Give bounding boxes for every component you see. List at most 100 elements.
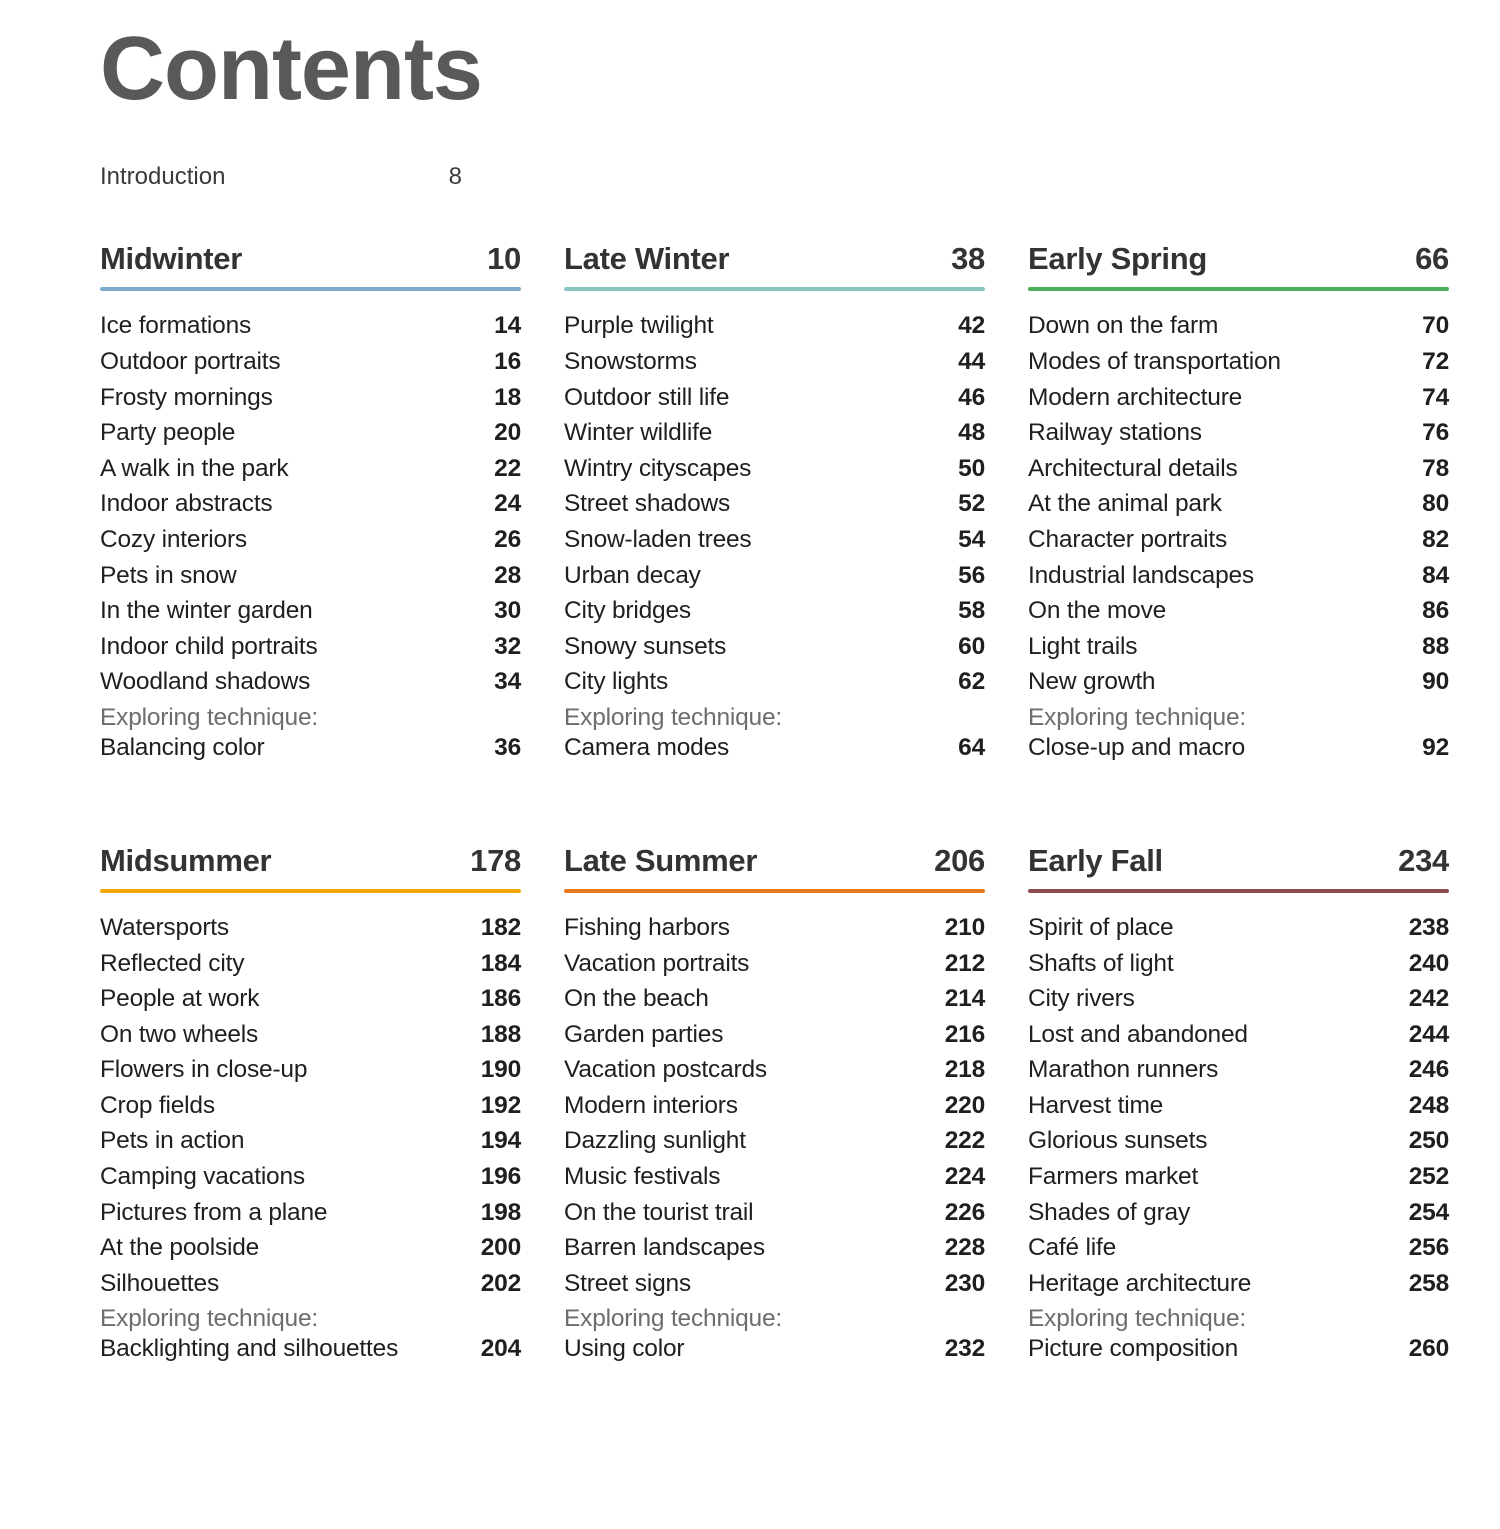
entry-label: Woodland shadows xyxy=(100,668,311,696)
entry-page-number: 222 xyxy=(944,1127,985,1155)
toc-entry-technique: Exploring technique: Balancing color 36 xyxy=(100,703,521,763)
entry-label: Heritage architecture xyxy=(1028,1269,1252,1297)
entry-page-number: 54 xyxy=(958,525,985,553)
entry-page-number: 82 xyxy=(1422,525,1449,553)
toc-entry: Reflected city 184 xyxy=(100,946,521,982)
entry-page-number: 74 xyxy=(1422,383,1449,411)
entry-label: Street signs xyxy=(564,1269,691,1297)
toc-entry: City lights 62 xyxy=(564,664,985,700)
toc-entry: Flowers in close-up 190 xyxy=(100,1052,521,1088)
entry-page-number: 220 xyxy=(944,1091,985,1119)
section-color-rule xyxy=(1028,287,1449,292)
entry-label: Silhouettes xyxy=(100,1269,220,1297)
entry-page-number: 20 xyxy=(494,419,521,447)
entry-page-number: 210 xyxy=(944,913,985,941)
technique-row: Camera modes 64 xyxy=(564,733,985,763)
toc-entry: Shafts of light 240 xyxy=(1028,946,1449,982)
entry-page-number: 62 xyxy=(958,668,985,696)
entry-page-number: 216 xyxy=(944,1020,985,1048)
entry-page-number: 184 xyxy=(480,949,521,977)
section-title: Midwinter xyxy=(100,241,242,277)
toc-entry: Street shadows 52 xyxy=(564,486,985,522)
toc-entry: Farmers market 252 xyxy=(1028,1159,1449,1195)
entry-label: Picture composition xyxy=(1028,1335,1238,1363)
section-page-number: 234 xyxy=(1398,842,1449,878)
toc-entry: Purple twilight 42 xyxy=(564,308,985,344)
toc-entry: Snow-laden trees 54 xyxy=(564,522,985,558)
entry-label: Down on the farm xyxy=(1028,312,1219,340)
section-entries: Spirit of place 238 Shafts of light 240 City… xyxy=(1028,910,1449,1365)
entry-label: Close-up and macro xyxy=(1028,733,1246,761)
entry-label: Lost and abandoned xyxy=(1028,1020,1248,1048)
entry-label: At the animal park xyxy=(1028,490,1222,518)
entry-label: Modern interiors xyxy=(564,1091,738,1119)
entry-label: Reflected city xyxy=(100,949,245,977)
toc-entry: Street signs 230 xyxy=(564,1266,985,1302)
entry-page-number: 26 xyxy=(494,525,521,553)
section-title: Late Winter xyxy=(564,241,730,277)
entry-label: Light trails xyxy=(1028,632,1138,660)
entry-page-number: 204 xyxy=(480,1335,521,1363)
entry-label: Watersports xyxy=(100,913,229,941)
entry-label: Modes of transportation xyxy=(1028,347,1281,375)
entry-label: Railway stations xyxy=(1028,419,1202,447)
section-header: Midwinter 10 xyxy=(100,241,521,277)
entry-page-number: 226 xyxy=(944,1198,985,1226)
entry-label: Flowers in close-up xyxy=(100,1056,308,1084)
entry-page-number: 244 xyxy=(1408,1020,1449,1048)
entry-page-number: 60 xyxy=(958,632,985,660)
entry-page-number: 84 xyxy=(1422,561,1449,589)
entry-page-number: 90 xyxy=(1422,668,1449,696)
entry-page-number: 198 xyxy=(480,1198,521,1226)
entry-label: Winter wildlife xyxy=(564,419,713,447)
technique-row: Picture composition 260 xyxy=(1028,1334,1449,1364)
entry-page-number: 50 xyxy=(958,454,985,482)
section-header: Early Fall 234 xyxy=(1028,843,1449,879)
entry-label: At the poolside xyxy=(100,1234,260,1262)
toc-entry: Industrial landscapes 84 xyxy=(1028,558,1449,594)
entry-page-number: 42 xyxy=(958,312,985,340)
entry-label: Outdoor still life xyxy=(564,383,730,411)
toc-entry: Snowstorms 44 xyxy=(564,344,985,380)
entry-page-number: 192 xyxy=(480,1091,521,1119)
section-title: Early Spring xyxy=(1028,241,1208,277)
entry-page-number: 52 xyxy=(958,490,985,518)
entry-label: Balancing color xyxy=(100,733,265,761)
entry-page-number: 76 xyxy=(1422,419,1449,447)
toc-entry: Urban decay 56 xyxy=(564,558,985,594)
toc-entry: Crop fields 192 xyxy=(100,1088,521,1124)
entry-label: Purple twilight xyxy=(564,312,714,340)
toc-entry: Lost and abandoned 244 xyxy=(1028,1017,1449,1053)
entry-label: In the winter garden xyxy=(100,597,313,625)
toc-entry: Pets in snow 28 xyxy=(100,558,521,594)
technique-row: Using color 232 xyxy=(564,1334,985,1364)
entry-page-number: 16 xyxy=(494,347,521,375)
entry-page-number: 14 xyxy=(494,312,521,340)
entry-page-number: 218 xyxy=(944,1056,985,1084)
entry-page-number: 92 xyxy=(1422,733,1449,761)
toc-entry: Shades of gray 254 xyxy=(1028,1195,1449,1231)
section-entries: Down on the farm 70 Modes of transportatio… xyxy=(1028,308,1449,763)
section-title: Midsummer xyxy=(100,842,272,878)
entry-label: Cozy interiors xyxy=(100,525,247,553)
section-header: Midsummer 178 xyxy=(100,843,521,879)
entry-label: Modern architecture xyxy=(1028,383,1243,411)
entry-label: Crop fields xyxy=(100,1091,215,1119)
toc-entry-technique: Exploring technique: Backlighting and sil… xyxy=(100,1304,521,1364)
entry-page-number: 260 xyxy=(1408,1335,1449,1363)
toc-entry: Camping vacations 196 xyxy=(100,1159,521,1195)
entry-page-number: 18 xyxy=(494,383,521,411)
toc-entry: Dazzling sunlight 222 xyxy=(564,1123,985,1159)
toc-entry: Down on the farm 70 xyxy=(1028,308,1449,344)
entry-label: On the tourist trail xyxy=(564,1198,754,1226)
entry-label: City bridges xyxy=(564,597,691,625)
toc-entry: On two wheels 188 xyxy=(100,1017,521,1053)
section-color-rule xyxy=(100,287,521,292)
entry-label: Pets in action xyxy=(100,1127,245,1155)
toc-entry-technique: Exploring technique: Close-up and macro 92 xyxy=(1028,703,1449,763)
entry-page-number: 250 xyxy=(1408,1127,1449,1155)
toc-entry: At the poolside 200 xyxy=(100,1230,521,1266)
entry-page-number: 24 xyxy=(494,490,521,518)
entry-label: New growth xyxy=(1028,668,1156,696)
toc-entry: Vacation postcards 218 xyxy=(564,1052,985,1088)
